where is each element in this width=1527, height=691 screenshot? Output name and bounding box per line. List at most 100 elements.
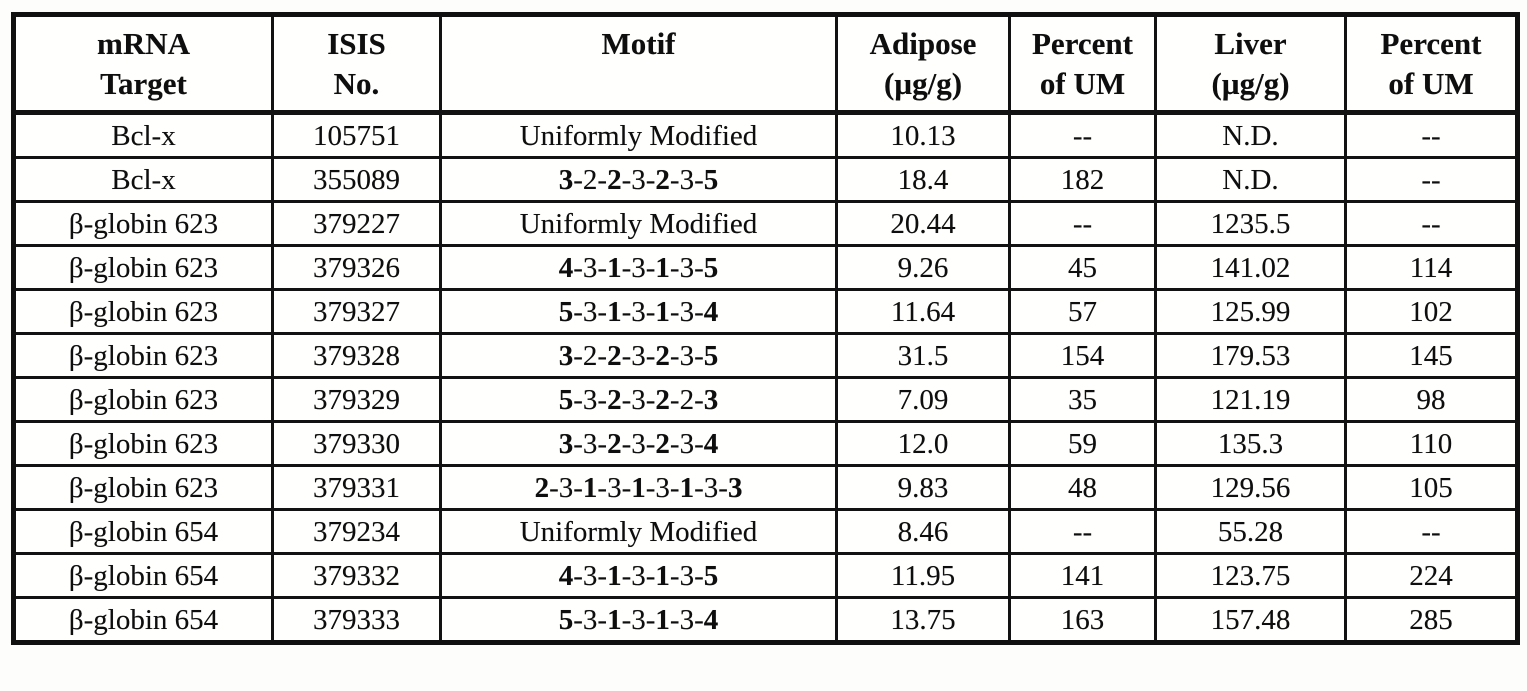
cell-motif: 4-3-1-3-1-3-5	[439, 244, 838, 291]
cell-adipose: 10.13	[835, 111, 1011, 159]
cell-adipose: 9.83	[835, 464, 1011, 511]
table-body: Bcl-x 105751 Uniformly Modified 10.13 -- N.D.…	[12, 111, 1519, 644]
col-header-isis: ISIS No.	[271, 13, 442, 115]
cell-target: β-globin 623	[12, 332, 274, 379]
cell-liver_pct: 110	[1344, 420, 1519, 467]
cell-motif: 3-2-2-3-2-3-5	[439, 332, 838, 379]
cell-motif: Uniformly Modified	[439, 111, 838, 159]
cell-liver_pct: 224	[1344, 552, 1519, 599]
cell-adipose_pct: 163	[1008, 596, 1157, 644]
cell-target: β-globin 623	[12, 464, 274, 511]
cell-target: β-globin 623	[12, 376, 274, 423]
col-header-line: ISIS	[327, 26, 386, 61]
col-header-line: Percent	[1032, 26, 1133, 61]
cell-liver_pct: 102	[1344, 288, 1519, 335]
results-table: mRNA Target ISIS No. Motif Adipose (µg/g) Perce…	[11, 12, 1520, 645]
cell-motif: 2-3-1-3-1-3-1-3-3	[439, 464, 838, 511]
cell-isis: 379332	[271, 552, 442, 599]
cell-motif: 5-3-1-3-1-3-4	[439, 596, 838, 644]
cell-isis: 379333	[271, 596, 442, 644]
cell-adipose_pct: --	[1008, 508, 1157, 555]
cell-adipose: 11.64	[835, 288, 1011, 335]
table-row: β-globin 654 379234 Uniformly Modified 8.46…	[12, 508, 1519, 555]
cell-motif: 4-3-1-3-1-3-5	[439, 552, 838, 599]
col-header-line: mRNA	[97, 26, 190, 61]
cell-target: β-globin 623	[12, 244, 274, 291]
cell-adipose: 31.5	[835, 332, 1011, 379]
table-row: β-globin 654 379333 5-3-1-3-1-3-4 13.75 163 1…	[12, 596, 1519, 644]
col-header-line: Adipose	[869, 26, 977, 61]
cell-adipose_pct: 48	[1008, 464, 1157, 511]
cell-adipose_pct: --	[1008, 111, 1157, 159]
table-row: β-globin 623 379327 5-3-1-3-1-3-4 11.64 57 12…	[12, 288, 1519, 335]
cell-target: β-globin 623	[12, 420, 274, 467]
cell-liver: N.D.	[1154, 156, 1347, 203]
cell-liver: 135.3	[1154, 420, 1347, 467]
table-row: β-globin 623 379329 5-3-2-3-2-2-3 7.09 35 121…	[12, 376, 1519, 423]
cell-adipose_pct: --	[1008, 200, 1157, 247]
cell-adipose: 11.95	[835, 552, 1011, 599]
cell-motif: 3-2-2-3-2-3-5	[439, 156, 838, 203]
table-row: β-globin 623 379227 Uniformly Modified 20.4…	[12, 200, 1519, 247]
table-row: Bcl-x 105751 Uniformly Modified 10.13 -- N.D.…	[12, 111, 1519, 159]
cell-target: Bcl-x	[12, 156, 274, 203]
col-header-line: Liver	[1214, 26, 1287, 61]
col-header-line: of UM	[1039, 66, 1126, 101]
cell-isis: 379234	[271, 508, 442, 555]
cell-adipose_pct: 35	[1008, 376, 1157, 423]
cell-isis: 379331	[271, 464, 442, 511]
cell-liver_pct: --	[1344, 156, 1519, 203]
table-row: Bcl-x 355089 3-2-2-3-2-3-5 18.4 182 N.D. --	[12, 156, 1519, 203]
cell-adipose_pct: 45	[1008, 244, 1157, 291]
cell-adipose: 7.09	[835, 376, 1011, 423]
col-header-line: Motif	[601, 26, 676, 61]
col-header-liver_pct: Percent of UM	[1344, 13, 1519, 115]
cell-isis: 379330	[271, 420, 442, 467]
cell-liver_pct: --	[1344, 200, 1519, 247]
cell-isis: 379227	[271, 200, 442, 247]
table-row: β-globin 623 379331 2-3-1-3-1-3-1-3-3 9.83 4…	[12, 464, 1519, 511]
table-row: β-globin 654 379332 4-3-1-3-1-3-5 11.95 141 1…	[12, 552, 1519, 599]
cell-liver_pct: --	[1344, 508, 1519, 555]
col-header-motif: Motif	[439, 13, 838, 115]
cell-motif: Uniformly Modified	[439, 200, 838, 247]
cell-adipose: 13.75	[835, 596, 1011, 644]
cell-adipose_pct: 59	[1008, 420, 1157, 467]
cell-isis: 379327	[271, 288, 442, 335]
cell-target: β-globin 623	[12, 288, 274, 335]
cell-target: β-globin 654	[12, 552, 274, 599]
cell-liver_pct: --	[1344, 111, 1519, 159]
cell-adipose_pct: 182	[1008, 156, 1157, 203]
cell-adipose: 12.0	[835, 420, 1011, 467]
col-header-adipose: Adipose (µg/g)	[835, 13, 1011, 115]
cell-liver_pct: 114	[1344, 244, 1519, 291]
cell-liver_pct: 285	[1344, 596, 1519, 644]
cell-target: Bcl-x	[12, 111, 274, 159]
col-header-liver: Liver (µg/g)	[1154, 13, 1347, 115]
cell-motif: 5-3-2-3-2-2-3	[439, 376, 838, 423]
cell-motif: 5-3-1-3-1-3-4	[439, 288, 838, 335]
cell-liver: 179.53	[1154, 332, 1347, 379]
cell-liver: 157.48	[1154, 596, 1347, 644]
cell-liver: 129.56	[1154, 464, 1347, 511]
cell-liver: 141.02	[1154, 244, 1347, 291]
col-header-line: No.	[333, 66, 380, 101]
cell-target: β-globin 654	[12, 508, 274, 555]
header-row: mRNA Target ISIS No. Motif Adipose (µg/g) Perce…	[12, 13, 1519, 115]
col-header-line: (µg/g)	[1211, 66, 1290, 101]
cell-adipose: 20.44	[835, 200, 1011, 247]
cell-adipose: 9.26	[835, 244, 1011, 291]
col-header-line: of UM	[1388, 66, 1474, 101]
cell-target: β-globin 654	[12, 596, 274, 644]
cell-isis: 379326	[271, 244, 442, 291]
col-header-target: mRNA Target	[12, 13, 274, 115]
cell-liver_pct: 145	[1344, 332, 1519, 379]
cell-adipose_pct: 57	[1008, 288, 1157, 335]
table-header: mRNA Target ISIS No. Motif Adipose (µg/g) Perce…	[12, 13, 1519, 115]
cell-isis: 379329	[271, 376, 442, 423]
col-header-line: (µg/g)	[883, 66, 963, 101]
cell-liver: 1235.5	[1154, 200, 1347, 247]
cell-adipose_pct: 154	[1008, 332, 1157, 379]
col-header-line: Percent	[1380, 26, 1482, 61]
